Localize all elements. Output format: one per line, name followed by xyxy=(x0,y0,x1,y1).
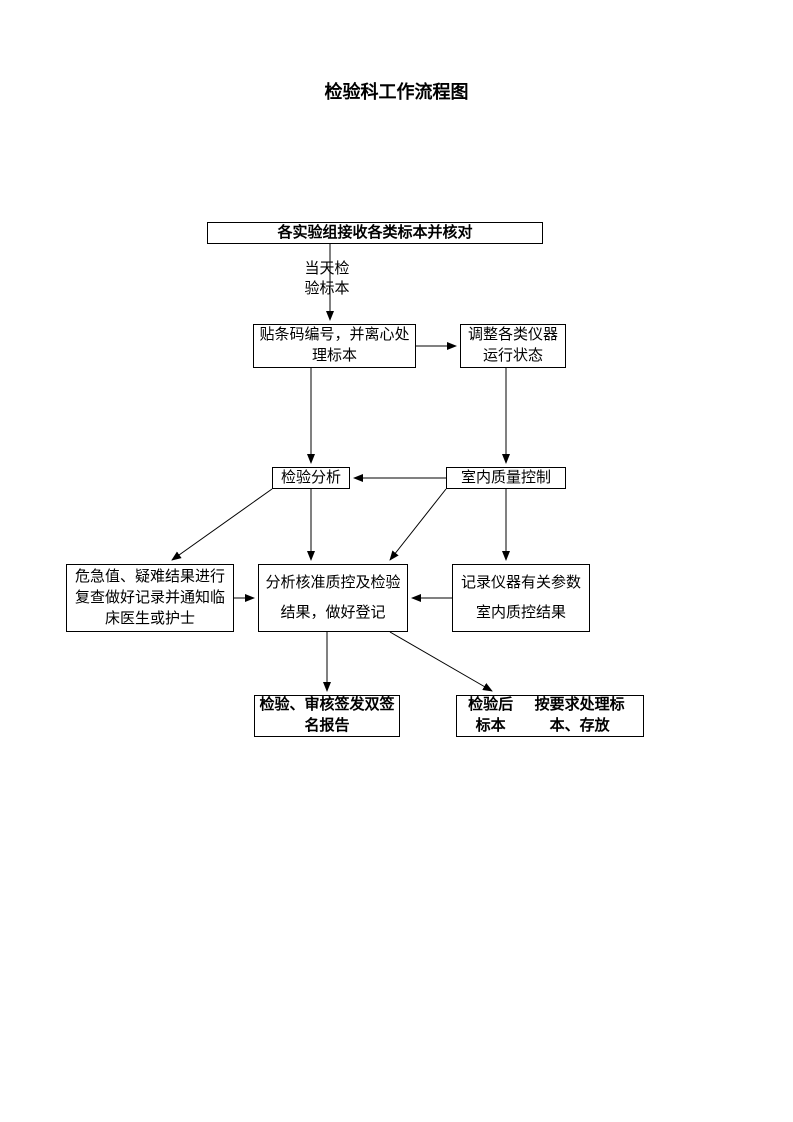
flowchart-node-n2: 贴条码编号，并离心处理标本 xyxy=(253,324,416,368)
edge-6 xyxy=(172,489,272,560)
flowchart-node-n10: 检验后标本按要求处理标本、存放 xyxy=(456,695,644,737)
flowchart-node-n5: 室内质量控制 xyxy=(446,467,566,489)
flowchart-node-n8: 记录仪器有关参数室内质控结果 xyxy=(452,564,590,632)
flowchart-node-n9: 检验、审核签发双签名报告 xyxy=(254,695,400,737)
flowchart-node-n4: 检验分析 xyxy=(272,467,350,489)
flowchart-node-n6: 危急值、疑难结果进行复查做好记录并通知临床医生或护士 xyxy=(66,564,234,632)
edge-7 xyxy=(390,489,446,560)
flowchart-node-n3: 调整各类仪器运行状态 xyxy=(460,324,566,368)
flowchart-node-n1: 各实验组接收各类标本并核对 xyxy=(207,222,543,244)
diagram-title: 检验科工作流程图 xyxy=(0,78,793,104)
flowchart-node-n7: 分析核准质控及检验结果，做好登记 xyxy=(258,564,408,632)
edge-12 xyxy=(390,632,492,691)
edges-layer xyxy=(0,0,793,1122)
flowchart-label-l1: 当天检验标本 xyxy=(298,260,356,299)
